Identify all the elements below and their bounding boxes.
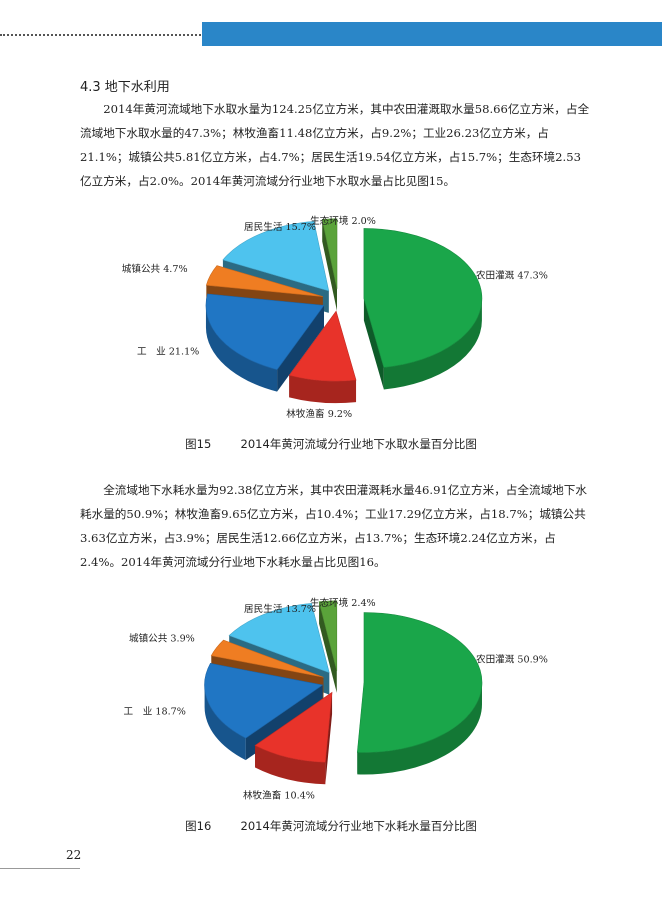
pie-slice-2-2 — [254, 691, 333, 785]
header-accent-bar — [202, 22, 662, 46]
pie-label-2-6: 生态环境 2.4% — [310, 597, 376, 609]
pie-label-2-5: 居民生活 13.7% — [244, 603, 316, 615]
pie-label-2-2: 林牧渔畜 10.4% — [243, 789, 315, 801]
pie-label-2-1: 农田灌溉 50.9% — [476, 654, 548, 666]
pie-slice-1-3 — [205, 293, 325, 392]
pie-chart-withdrawal-svg: 农田灌溉 47.3% 林牧渔畜 9.2% 工 业 21.1% 城镇公共 4.7% 居民生… — [122, 215, 548, 420]
pie-chart-consumption: 农田灌溉 50.9% 林牧渔畜 10.4% 工 业 18.7% 城镇公共 3.9% 居民… — [100, 594, 580, 804]
page-number: 22 — [66, 848, 82, 862]
footer-line — [0, 868, 80, 869]
pie-slice-2-6 — [318, 600, 338, 693]
pie-chart-consumption-svg: 农田灌溉 50.9% 林牧渔畜 10.4% 工 业 18.7% 城镇公共 3.9% 居民… — [124, 597, 548, 801]
pie-label-1-4: 城镇公共 4.7% — [122, 263, 188, 275]
figure-caption-15: 图15 2014年黄河流域分行业地下水取水量百分比图 — [185, 437, 477, 451]
paragraph-groundwater-withdrawal: 2014年黄河流域地下水取水量为124.25亿立方米，其中农田灌溉取水量58.6… — [80, 102, 590, 188]
pie-slice-1-1 — [363, 228, 483, 390]
paragraph-groundwater-consumption: 全流域地下水耗水量为92.38亿立方米，其中农田灌溉耗水量46.91亿立方米，占… — [80, 483, 587, 569]
pie-chart-withdrawal: 农田灌溉 47.3% 林牧渔畜 9.2% 工 业 21.1% 城镇公共 4.7% 居民生… — [100, 212, 580, 422]
pie-slice-1-6 — [321, 218, 338, 311]
pie-label-1-5: 居民生活 15.7% — [244, 221, 316, 233]
section-title: 4.3 地下水利用 — [80, 80, 170, 95]
pie-label-1-6: 生态环境 2.0% — [310, 215, 376, 227]
pie-label-1-2: 林牧渔畜 9.2% — [286, 408, 352, 420]
header-dotted-line — [0, 34, 232, 36]
pie-label-2-4: 城镇公共 3.9% — [129, 633, 195, 645]
figure-caption-16: 图16 2014年黄河流域分行业地下水耗水量百分比图 — [185, 819, 477, 833]
pie-slice-2-1 — [356, 612, 483, 775]
pie-label-1-3: 工 业 21.1% — [137, 346, 199, 357]
pie-slice-1-2 — [288, 310, 357, 404]
pie-label-1-1: 农田灌溉 47.3% — [476, 269, 548, 281]
pie-label-2-3: 工 业 18.7% — [124, 706, 186, 717]
